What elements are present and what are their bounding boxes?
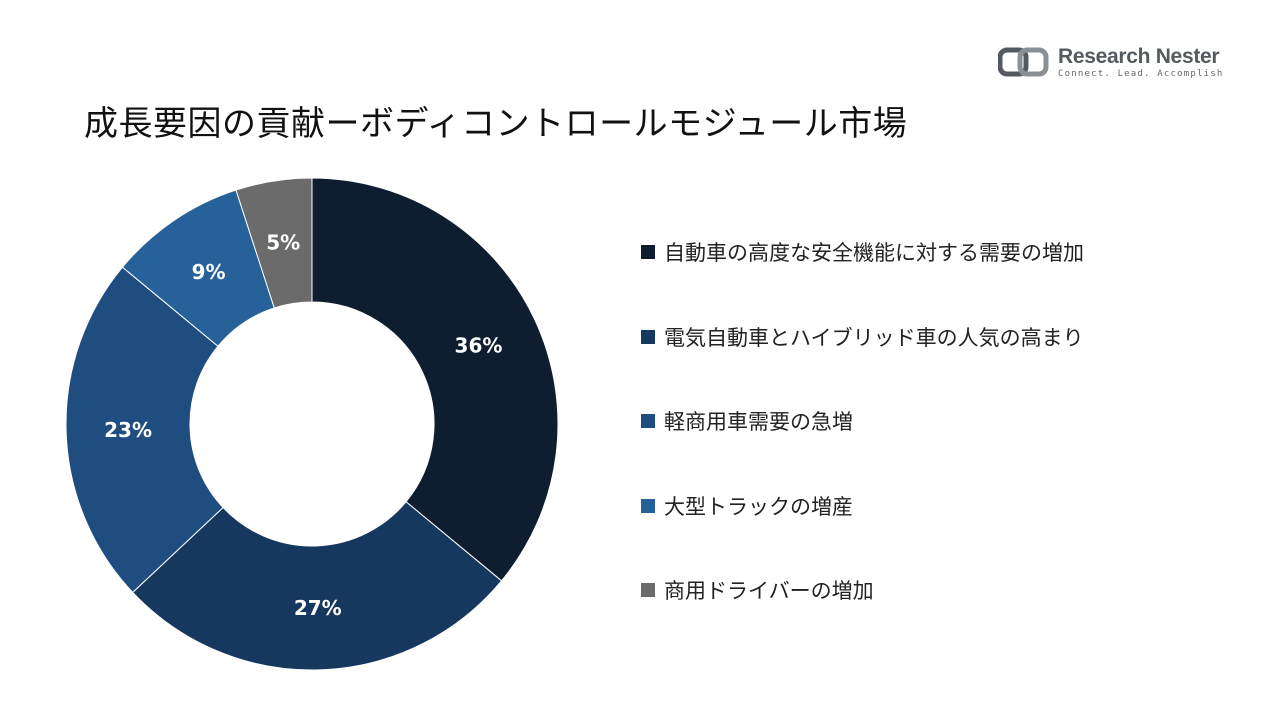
- donut-slice: [131, 501, 503, 671]
- legend-swatch: [641, 414, 655, 428]
- logo-tagline: Connect. Lead. Accomplish: [1058, 68, 1224, 79]
- legend-item: 商用ドライバーの増加: [641, 572, 1084, 608]
- slice-label: 27%: [294, 596, 342, 620]
- donut-slice: [311, 177, 559, 582]
- logo-name: Research Nester: [1058, 44, 1220, 68]
- legend: 自動車の高度な安全機能に対する需要の増加 電気自動車とハイブリッド車の人気の高ま…: [641, 234, 1084, 657]
- research-nester-logo-icon: [998, 47, 1049, 77]
- legend-label: 自動車の高度な安全機能に対する需要の増加: [664, 241, 1084, 265]
- slice-label: 5%: [266, 230, 300, 254]
- legend-swatch: [641, 329, 655, 344]
- legend-label: 軽商用車需要の急増: [664, 410, 853, 434]
- legend-label: 商用ドライバーの増加: [664, 579, 874, 603]
- logo: Research Nester Connect. Lead. Accomplis…: [998, 44, 1223, 80]
- slice-label: 9%: [192, 260, 226, 284]
- donut-slice: [235, 177, 313, 309]
- legend-swatch: [641, 498, 655, 513]
- legend-item: 大型トラックの増産: [641, 488, 1084, 524]
- legend-item: 自動車の高度な安全機能に対する需要の増加: [641, 234, 1084, 270]
- legend-swatch: [641, 583, 655, 597]
- legend-item: 軽商用車需要の急増: [641, 403, 1084, 439]
- slice-label: 36%: [455, 334, 503, 358]
- legend-label: 電気自動車とハイブリッド車の人気の高まり: [664, 325, 1084, 350]
- legend-item: 電気自動車とハイブリッド車の人気の高まり: [641, 319, 1084, 355]
- chart-title: 成長要因の貢献ーボディコントロールモジュール市場: [84, 104, 908, 144]
- legend-swatch: [641, 245, 655, 259]
- legend-label: 大型トラックの増産: [664, 494, 853, 519]
- slice-label: 23%: [104, 418, 152, 442]
- donut-slice: [65, 266, 224, 594]
